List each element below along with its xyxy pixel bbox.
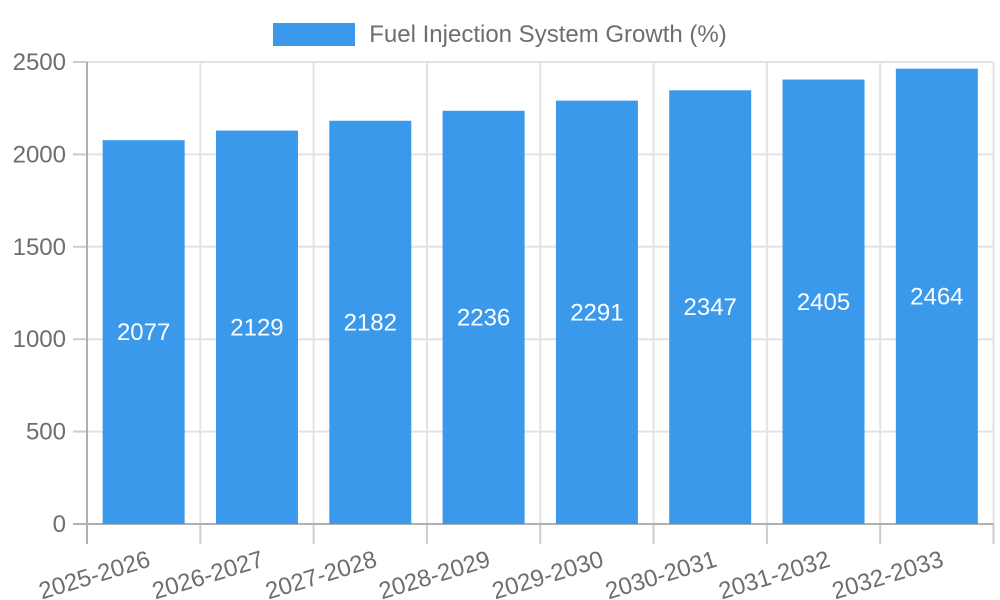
x-tick-label: 2028-2029 (376, 546, 494, 600)
bar-2032-2033[interactable] (895, 68, 978, 524)
bar-2030-2031[interactable] (669, 90, 752, 524)
bar-2026-2027[interactable] (215, 130, 298, 525)
bar-2025-2026[interactable] (102, 140, 185, 524)
y-tick-label: 0 (53, 511, 66, 538)
bar-2027-2028[interactable] (329, 120, 412, 524)
bar-value-label: 2347 (684, 294, 737, 321)
x-tick-label: 2027-2028 (262, 546, 380, 600)
x-tick-label: 2029-2030 (489, 546, 607, 600)
legend[interactable]: Fuel Injection System Growth (%) (0, 21, 1000, 48)
y-tick-label: 1500 (13, 234, 66, 261)
bar-value-label: 2236 (457, 304, 510, 331)
y-tick-label: 500 (26, 419, 66, 446)
bar-2031-2032[interactable] (782, 79, 865, 524)
bar-value-label: 2405 (797, 289, 850, 316)
x-tick-label: 2025-2026 (36, 546, 154, 600)
bar-value-label: 2464 (910, 283, 963, 310)
bar-value-label: 2182 (344, 309, 397, 336)
y-tick-label: 1000 (13, 326, 66, 353)
legend-label: Fuel Injection System Growth (%) (369, 21, 727, 48)
x-tick-label: 2030-2031 (602, 546, 720, 600)
y-tick-label: 2000 (13, 141, 66, 168)
bar-2029-2030[interactable] (555, 100, 638, 524)
y-tick-label: 2500 (13, 49, 66, 76)
legend-swatch (273, 23, 356, 46)
bar-value-label: 2291 (570, 299, 623, 326)
bar-value-label: 2077 (117, 319, 170, 346)
bar-2028-2029[interactable] (442, 110, 525, 524)
bar-value-label: 2129 (230, 314, 283, 341)
x-tick-label: 2032-2033 (829, 546, 947, 600)
x-tick-label: 2031-2032 (716, 546, 834, 600)
x-tick-label: 2026-2027 (149, 546, 267, 600)
